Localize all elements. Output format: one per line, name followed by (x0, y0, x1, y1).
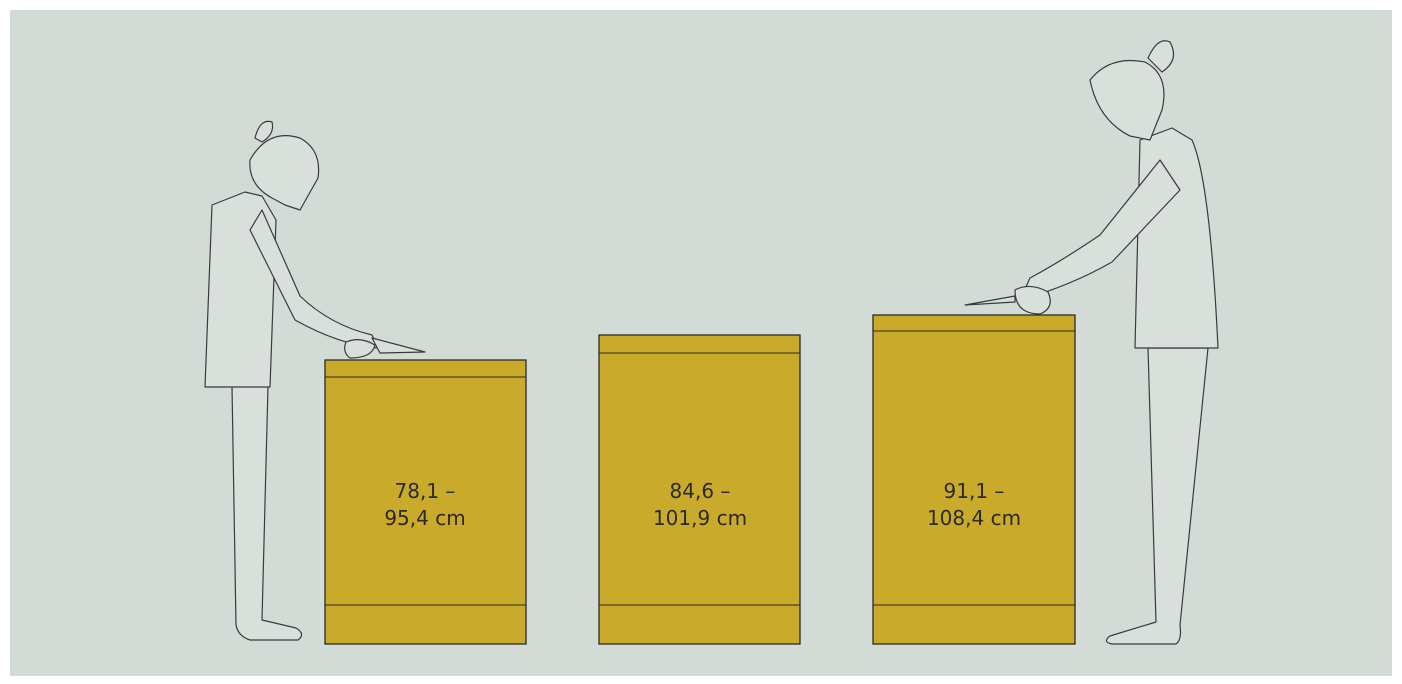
height-label: 78,1 – (395, 479, 456, 503)
height-label: 95,4 cm (384, 506, 465, 530)
cabinet: 91,1 – 108,4 cm (872, 314, 1076, 645)
height-label: 101,9 cm (653, 506, 747, 530)
cabinet: 84,6 – 101,9 cm (598, 334, 801, 645)
person-right (964, 40, 1219, 645)
height-label: 108,4 cm (927, 506, 1021, 530)
cabinet: 78,1 – 95,4 cm (324, 359, 527, 645)
person-left (204, 120, 426, 641)
height-label: 84,6 – (670, 479, 731, 503)
height-label: 91,1 – (944, 479, 1005, 503)
